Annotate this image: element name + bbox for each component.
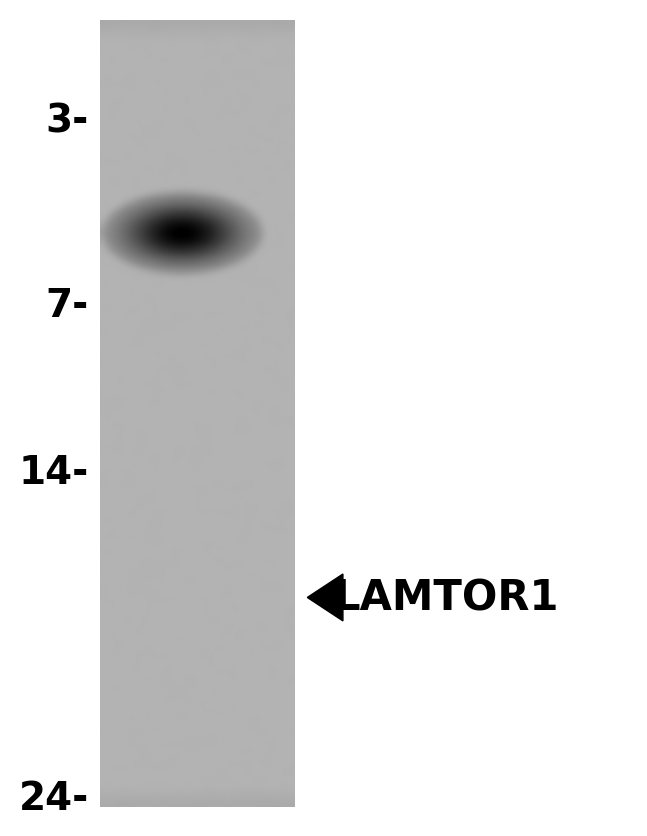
- Text: 7-: 7-: [45, 286, 89, 324]
- Polygon shape: [307, 574, 343, 621]
- Text: LAMTOR1: LAMTOR1: [333, 577, 559, 619]
- Text: 14-: 14-: [18, 453, 89, 492]
- Text: 3-: 3-: [45, 102, 89, 140]
- Text: 24-: 24-: [18, 779, 89, 818]
